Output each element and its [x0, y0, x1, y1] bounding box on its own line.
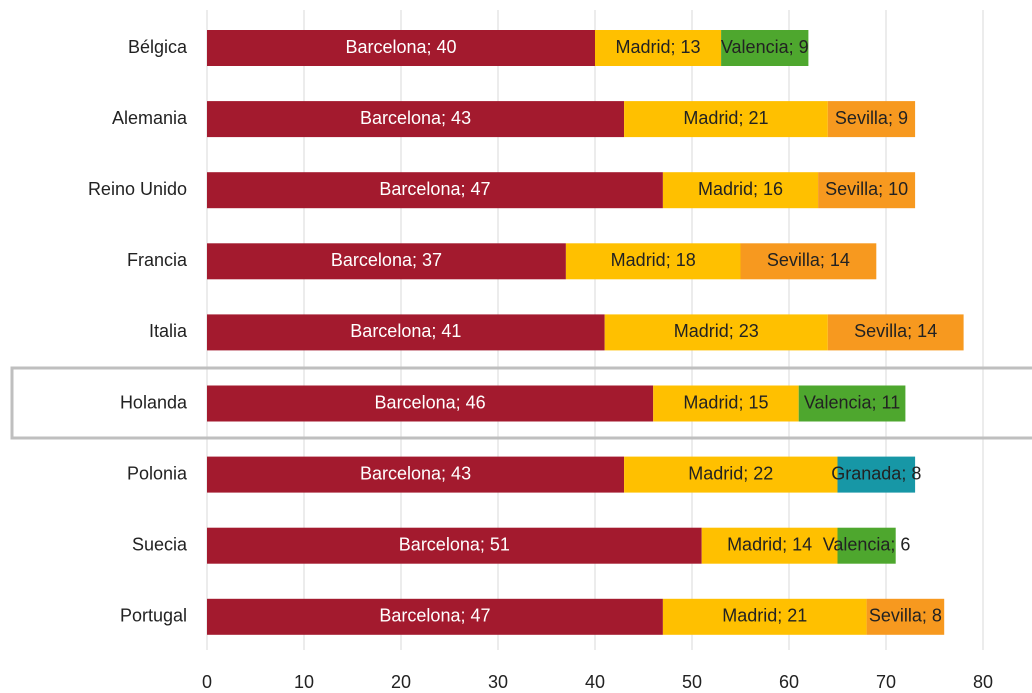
- data-label: Sevilla; 10: [825, 179, 908, 199]
- bar-segment: [565, 243, 741, 280]
- data-label: Barcelona; 41: [350, 321, 461, 341]
- data-label: Sevilla; 14: [854, 321, 937, 341]
- bar-segment: [624, 101, 828, 138]
- data-label: Madrid; 16: [698, 179, 783, 199]
- data-label: Madrid; 22: [688, 463, 773, 483]
- y-tick-label: Polonia: [127, 463, 188, 483]
- bar-segment: [662, 172, 819, 209]
- data-label: Barcelona; 37: [331, 250, 442, 270]
- data-label: Barcelona; 43: [360, 463, 471, 483]
- bar-segment: [207, 243, 566, 280]
- y-tick-label: Portugal: [120, 606, 187, 626]
- data-label: Madrid; 21: [683, 108, 768, 128]
- data-label: Sevilla; 14: [767, 250, 850, 270]
- bar-segment: [837, 527, 896, 564]
- x-tick-label: 0: [202, 672, 212, 692]
- data-label: Barcelona; 51: [399, 534, 510, 554]
- x-tick-label: 80: [973, 672, 993, 692]
- bar-segment: [604, 314, 828, 351]
- x-tick-label: 60: [779, 672, 799, 692]
- x-tick-label: 50: [682, 672, 702, 692]
- x-tick-label: 20: [391, 672, 411, 692]
- data-label: Madrid; 14: [727, 534, 812, 554]
- bar-segment: [662, 598, 867, 635]
- data-label: Madrid; 13: [616, 37, 701, 57]
- bar-segment: [653, 385, 799, 422]
- data-label: Barcelona; 40: [345, 37, 456, 57]
- highlight-box: [10, 366, 1032, 440]
- bar-segment: [207, 30, 595, 66]
- data-label: Barcelona; 43: [360, 108, 471, 128]
- y-tick-label: Reino Unido: [88, 179, 187, 199]
- data-label: Madrid; 21: [722, 606, 807, 626]
- data-label: Granada; 8: [831, 463, 921, 483]
- data-label: Valencia; 9: [721, 37, 809, 57]
- y-tick-label: Alemania: [112, 108, 188, 128]
- bar-segment: [207, 172, 663, 209]
- x-tick-label: 10: [294, 672, 314, 692]
- y-tick-label: Suecia: [132, 534, 188, 554]
- data-label: Sevilla; 8: [869, 606, 942, 626]
- bar-segment: [866, 598, 945, 635]
- x-tick-label: 30: [488, 672, 508, 692]
- data-label: Sevilla; 9: [835, 108, 908, 128]
- bar-segment: [207, 385, 654, 422]
- data-label: Valencia; 6: [823, 534, 911, 554]
- bar-segment: [207, 101, 625, 138]
- bar-segment: [207, 456, 625, 493]
- data-label: Valencia; 11: [804, 392, 900, 412]
- bar-segment: [837, 456, 916, 493]
- bar-segment: [207, 598, 663, 635]
- y-tick-label: Holanda: [120, 392, 188, 412]
- data-label: Madrid; 23: [674, 321, 759, 341]
- x-tick-label: 70: [876, 672, 896, 692]
- y-tick-label: Francia: [127, 250, 188, 270]
- bar-segment: [818, 172, 916, 209]
- y-tick-label: Italia: [149, 321, 188, 341]
- bar-segment: [827, 101, 916, 138]
- bar-segment: [827, 314, 964, 351]
- y-tick-label: Bélgica: [128, 37, 188, 57]
- data-label: Madrid; 15: [683, 392, 768, 412]
- bar-segment: [595, 30, 722, 66]
- bar-segment: [721, 30, 809, 66]
- bar-segment: [701, 527, 838, 564]
- data-label: Barcelona; 47: [379, 606, 490, 626]
- bar-segment: [207, 314, 605, 351]
- bar-segment: [798, 385, 906, 422]
- bar-segment: [624, 456, 838, 493]
- bar-segment: [207, 527, 702, 564]
- data-label: Barcelona; 46: [375, 392, 486, 412]
- data-label: Barcelona; 47: [379, 179, 490, 199]
- data-label: Madrid; 18: [611, 250, 696, 270]
- x-tick-label: 40: [585, 672, 605, 692]
- bar-segment: [740, 243, 877, 280]
